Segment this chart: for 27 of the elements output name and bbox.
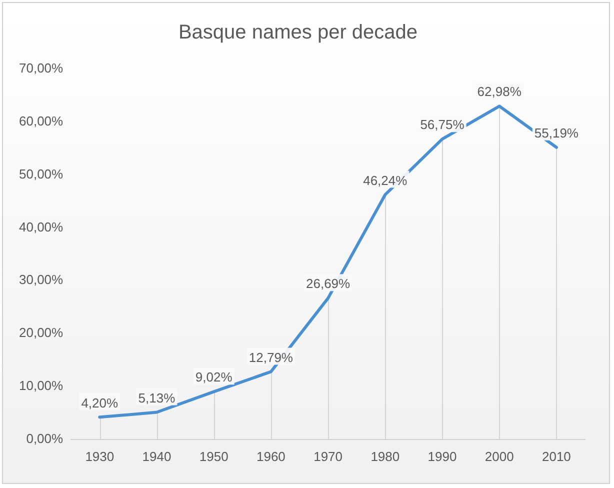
y-tick-label: 40,00% [18, 219, 64, 234]
data-label: 55,19% [534, 125, 579, 140]
x-tick-label: 2000 [484, 448, 514, 464]
x-tick-label: 1950 [199, 448, 228, 464]
data-label: 4,20% [81, 395, 119, 410]
y-tick-label: 0,00% [26, 430, 64, 446]
y-tick-label: 10,00% [18, 378, 64, 394]
x-tick-label: 1960 [256, 448, 286, 464]
y-tick-label: 50,00% [18, 166, 64, 182]
y-tick-label: 20,00% [18, 325, 64, 340]
y-tick-label: 70,00% [18, 60, 64, 76]
data-label: 9,02% [195, 370, 233, 385]
x-tick-label: 1970 [314, 448, 343, 464]
y-tick-label: 30,00% [18, 272, 64, 288]
data-label: 56,75% [420, 117, 465, 132]
y-tick-label: 60,00% [18, 113, 64, 128]
chart-title: Basque names per decade [178, 22, 418, 44]
data-label: 5,13% [138, 390, 176, 406]
x-tick-label: 2010 [542, 448, 571, 464]
data-label: 46,24% [363, 172, 408, 188]
x-tick-label: 1930 [85, 448, 114, 464]
data-label: 26,69% [306, 276, 351, 292]
x-tick-label: 1940 [142, 448, 172, 464]
x-tick-label: 1980 [370, 448, 400, 464]
data-label: 62,98% [477, 84, 522, 100]
data-label: 12,79% [248, 350, 294, 365]
x-tick-label: 1990 [428, 448, 457, 464]
